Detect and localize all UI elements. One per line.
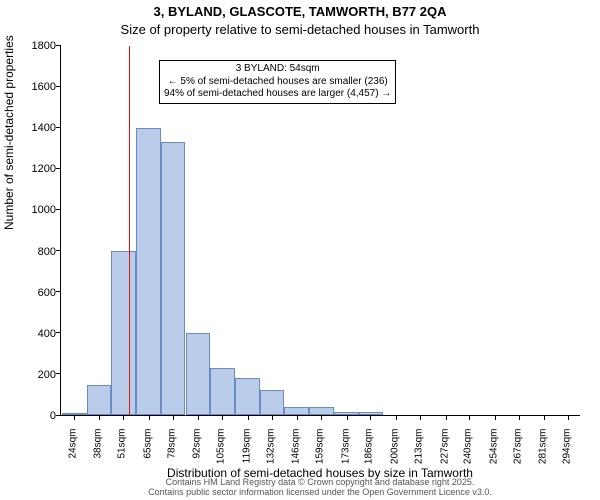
- x-tick-label: 294sqm: [562, 429, 573, 475]
- x-tick-mark: [272, 415, 273, 420]
- y-tick-label: 0: [16, 410, 56, 422]
- histogram-bar: [186, 333, 211, 415]
- reference-line: [129, 46, 130, 415]
- histogram-bar: [136, 128, 161, 415]
- histogram-bar: [210, 368, 235, 415]
- y-tick-mark: [56, 209, 61, 210]
- x-tick-label: 227sqm: [439, 429, 450, 475]
- x-tick-mark: [99, 415, 100, 420]
- y-tick-mark: [56, 168, 61, 169]
- y-tick-mark: [56, 291, 61, 292]
- x-tick-label: 267sqm: [512, 429, 523, 475]
- x-tick-label: 200sqm: [390, 429, 401, 475]
- histogram-bar: [111, 251, 136, 415]
- histogram-bar: [161, 142, 186, 415]
- x-tick-label: 78sqm: [166, 429, 177, 475]
- x-tick-label: 65sqm: [142, 429, 153, 475]
- x-tick-mark: [321, 415, 322, 420]
- y-tick-label: 200: [16, 369, 56, 381]
- footer-line2: Contains public sector information licen…: [60, 488, 580, 498]
- x-tick-mark: [123, 415, 124, 420]
- annotation-box: 3 BYLAND: 54sqm← 5% of semi-detached hou…: [159, 60, 396, 104]
- y-tick-label: 1600: [16, 81, 56, 93]
- x-tick-mark: [198, 415, 199, 420]
- x-tick-label: 213sqm: [413, 429, 424, 475]
- chart-title-line1: 3, BYLAND, GLASCOTE, TAMWORTH, B77 2QA: [0, 4, 600, 19]
- annotation-line: 3 BYLAND: 54sqm: [164, 63, 391, 76]
- x-tick-mark: [222, 415, 223, 420]
- x-tick-mark: [297, 415, 298, 420]
- histogram-bar: [260, 390, 285, 415]
- x-tick-label: 119sqm: [241, 429, 252, 475]
- x-tick-mark: [396, 415, 397, 420]
- y-tick-label: 1400: [16, 122, 56, 134]
- histogram-bar: [309, 407, 334, 415]
- x-tick-label: 24sqm: [67, 429, 78, 475]
- histogram-bar: [87, 385, 112, 415]
- x-tick-label: 146sqm: [291, 429, 302, 475]
- y-tick-mark: [56, 415, 61, 416]
- y-tick-mark: [56, 86, 61, 87]
- chart-container: 3, BYLAND, GLASCOTE, TAMWORTH, B77 2QA S…: [0, 0, 600, 500]
- x-tick-label: 173sqm: [340, 429, 351, 475]
- x-tick-label: 132sqm: [265, 429, 276, 475]
- plot-area: 3 BYLAND: 54sqm← 5% of semi-detached hou…: [60, 46, 580, 416]
- y-tick-mark: [56, 373, 61, 374]
- x-tick-label: 240sqm: [463, 429, 474, 475]
- x-tick-mark: [568, 415, 569, 420]
- x-tick-mark: [495, 415, 496, 420]
- y-tick-label: 600: [16, 287, 56, 299]
- y-tick-label: 1800: [16, 40, 56, 52]
- x-tick-label: 51sqm: [117, 429, 128, 475]
- x-tick-label: 92sqm: [192, 429, 203, 475]
- annotation-line: ← 5% of semi-detached houses are smaller…: [164, 76, 391, 89]
- x-tick-label: 186sqm: [364, 429, 375, 475]
- x-tick-mark: [420, 415, 421, 420]
- x-tick-mark: [370, 415, 371, 420]
- y-tick-label: 1200: [16, 163, 56, 175]
- x-tick-mark: [248, 415, 249, 420]
- y-tick-mark: [56, 332, 61, 333]
- x-tick-mark: [74, 415, 75, 420]
- x-tick-label: 254sqm: [488, 429, 499, 475]
- x-tick-mark: [347, 415, 348, 420]
- y-tick-label: 1000: [16, 204, 56, 216]
- histogram-bar: [284, 407, 309, 415]
- x-tick-mark: [469, 415, 470, 420]
- x-tick-label: 105sqm: [216, 429, 227, 475]
- x-tick-mark: [149, 415, 150, 420]
- histogram-bar: [235, 378, 260, 415]
- y-axis-label: Number of semi-detached properties: [2, 35, 16, 230]
- y-tick-label: 400: [16, 328, 56, 340]
- y-tick-mark: [56, 127, 61, 128]
- y-tick-mark: [56, 250, 61, 251]
- chart-title-line2: Size of property relative to semi-detach…: [0, 22, 600, 37]
- x-tick-mark: [544, 415, 545, 420]
- chart-footer: Contains HM Land Registry data © Crown c…: [60, 478, 580, 498]
- x-tick-label: 281sqm: [538, 429, 549, 475]
- y-tick-mark: [56, 45, 61, 46]
- x-tick-mark: [173, 415, 174, 420]
- y-tick-label: 800: [16, 246, 56, 258]
- annotation-line: 94% of semi-detached houses are larger (…: [164, 88, 391, 101]
- x-tick-label: 159sqm: [315, 429, 326, 475]
- x-tick-label: 38sqm: [93, 429, 104, 475]
- x-tick-mark: [446, 415, 447, 420]
- x-tick-mark: [519, 415, 520, 420]
